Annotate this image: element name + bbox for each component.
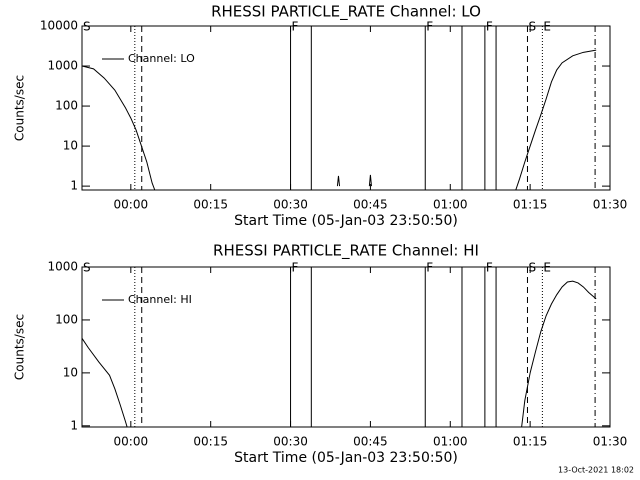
marker-label: S <box>83 20 91 34</box>
legend-label: Channel: HI <box>128 293 192 306</box>
marker-label: F <box>292 261 299 275</box>
x-tick-label: 00:15 <box>193 198 228 212</box>
y-tick-label: 1 <box>70 418 78 432</box>
x-tick-label: 00:15 <box>193 435 228 449</box>
x-tick-label: 01:00 <box>433 198 468 212</box>
y-tick-label: 10000 <box>40 19 78 33</box>
chart-title: RHESSI PARTICLE_RATE Channel: HI <box>213 242 479 261</box>
x-axis-label: Start Time (05-Jan-03 23:50:50) <box>234 450 458 466</box>
y-tick-label: 10 <box>63 139 78 153</box>
marker-label: S <box>528 20 536 34</box>
series-line <box>82 280 597 427</box>
marker-label: F <box>426 261 433 275</box>
legend-label: Channel: LO <box>128 52 195 65</box>
y-tick-label: 100 <box>55 99 78 113</box>
x-tick-label: 00:30 <box>273 198 308 212</box>
marker-label: S <box>83 261 91 275</box>
footer: 13-Oct-2021 18:02 <box>558 466 634 475</box>
marker-label: E <box>543 261 551 275</box>
marker-label: S <box>528 261 536 275</box>
chart-title: RHESSI PARTICLE_RATE Channel: LO <box>211 3 481 22</box>
x-tick-label: 01:30 <box>593 435 628 449</box>
x-axis-label: Start Time (05-Jan-03 23:50:50) <box>234 213 458 229</box>
x-tick-label: 00:00 <box>114 435 149 449</box>
marker-label: F <box>486 20 493 34</box>
x-tick-label: 01:15 <box>513 435 548 449</box>
y-tick-label: 10 <box>63 365 78 379</box>
series-line <box>82 49 597 190</box>
y-axis-label: Counts/sec <box>13 75 27 141</box>
y-tick-label: 100 <box>55 312 78 326</box>
y-tick-label: 1000 <box>47 260 78 274</box>
x-tick-label: 00:00 <box>114 198 149 212</box>
marker-label: F <box>292 20 299 34</box>
x-tick-label: 00:45 <box>353 435 388 449</box>
x-tick-label: 01:30 <box>593 198 628 212</box>
y-tick-label: 1000 <box>47 59 78 73</box>
x-tick-label: 00:45 <box>353 198 388 212</box>
marker-label: E <box>543 20 551 34</box>
marker-label: F <box>426 20 433 34</box>
y-axis-label: Counts/sec <box>13 314 27 380</box>
x-tick-label: 00:30 <box>273 435 308 449</box>
marker-label: F <box>486 261 493 275</box>
y-tick-label: 1 <box>70 179 78 193</box>
x-tick-label: 01:15 <box>513 198 548 212</box>
x-tick-label: 01:00 <box>433 435 468 449</box>
